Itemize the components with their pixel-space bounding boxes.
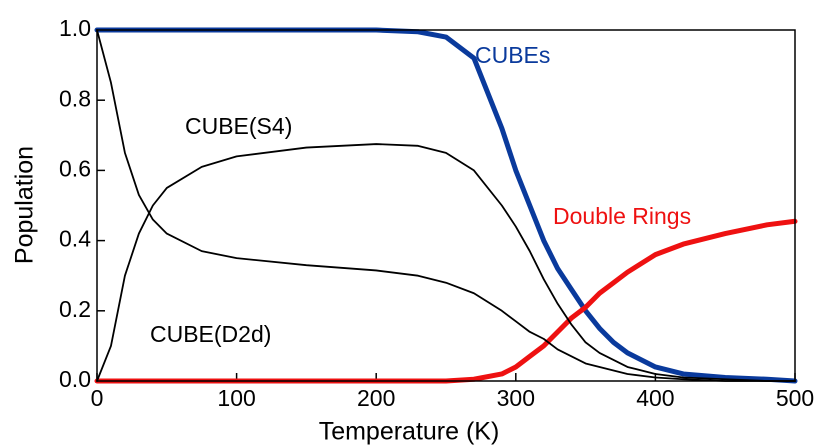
x-tick-label: 500	[776, 385, 814, 411]
y-axis-label: Population	[11, 146, 39, 264]
x-tick-label: 100	[217, 385, 255, 411]
series-label: CUBE(D2d)	[150, 321, 271, 347]
x-tick-label: 0	[91, 385, 104, 411]
y-tick-label: 0.8	[59, 85, 91, 111]
series-label: CUBEs	[475, 42, 550, 68]
series-label: Double Rings	[553, 203, 691, 229]
y-tick-label: 0.4	[59, 226, 91, 252]
x-tick-label: 300	[497, 385, 535, 411]
x-tick-label: 200	[357, 385, 395, 411]
y-tick-label: 0.2	[59, 296, 91, 322]
y-tick-label: 0.0	[59, 366, 91, 392]
y-tick-label: 0.6	[59, 155, 91, 181]
series-line	[97, 221, 795, 381]
x-tick-label: 400	[636, 385, 674, 411]
y-tick-label: 1.0	[59, 15, 91, 41]
x-axis-label: Temperature (K)	[319, 418, 500, 446]
chart: Temperature (K) Population 0 100 200 300 400…	[0, 0, 823, 448]
series-label: CUBE(S4)	[185, 113, 292, 139]
